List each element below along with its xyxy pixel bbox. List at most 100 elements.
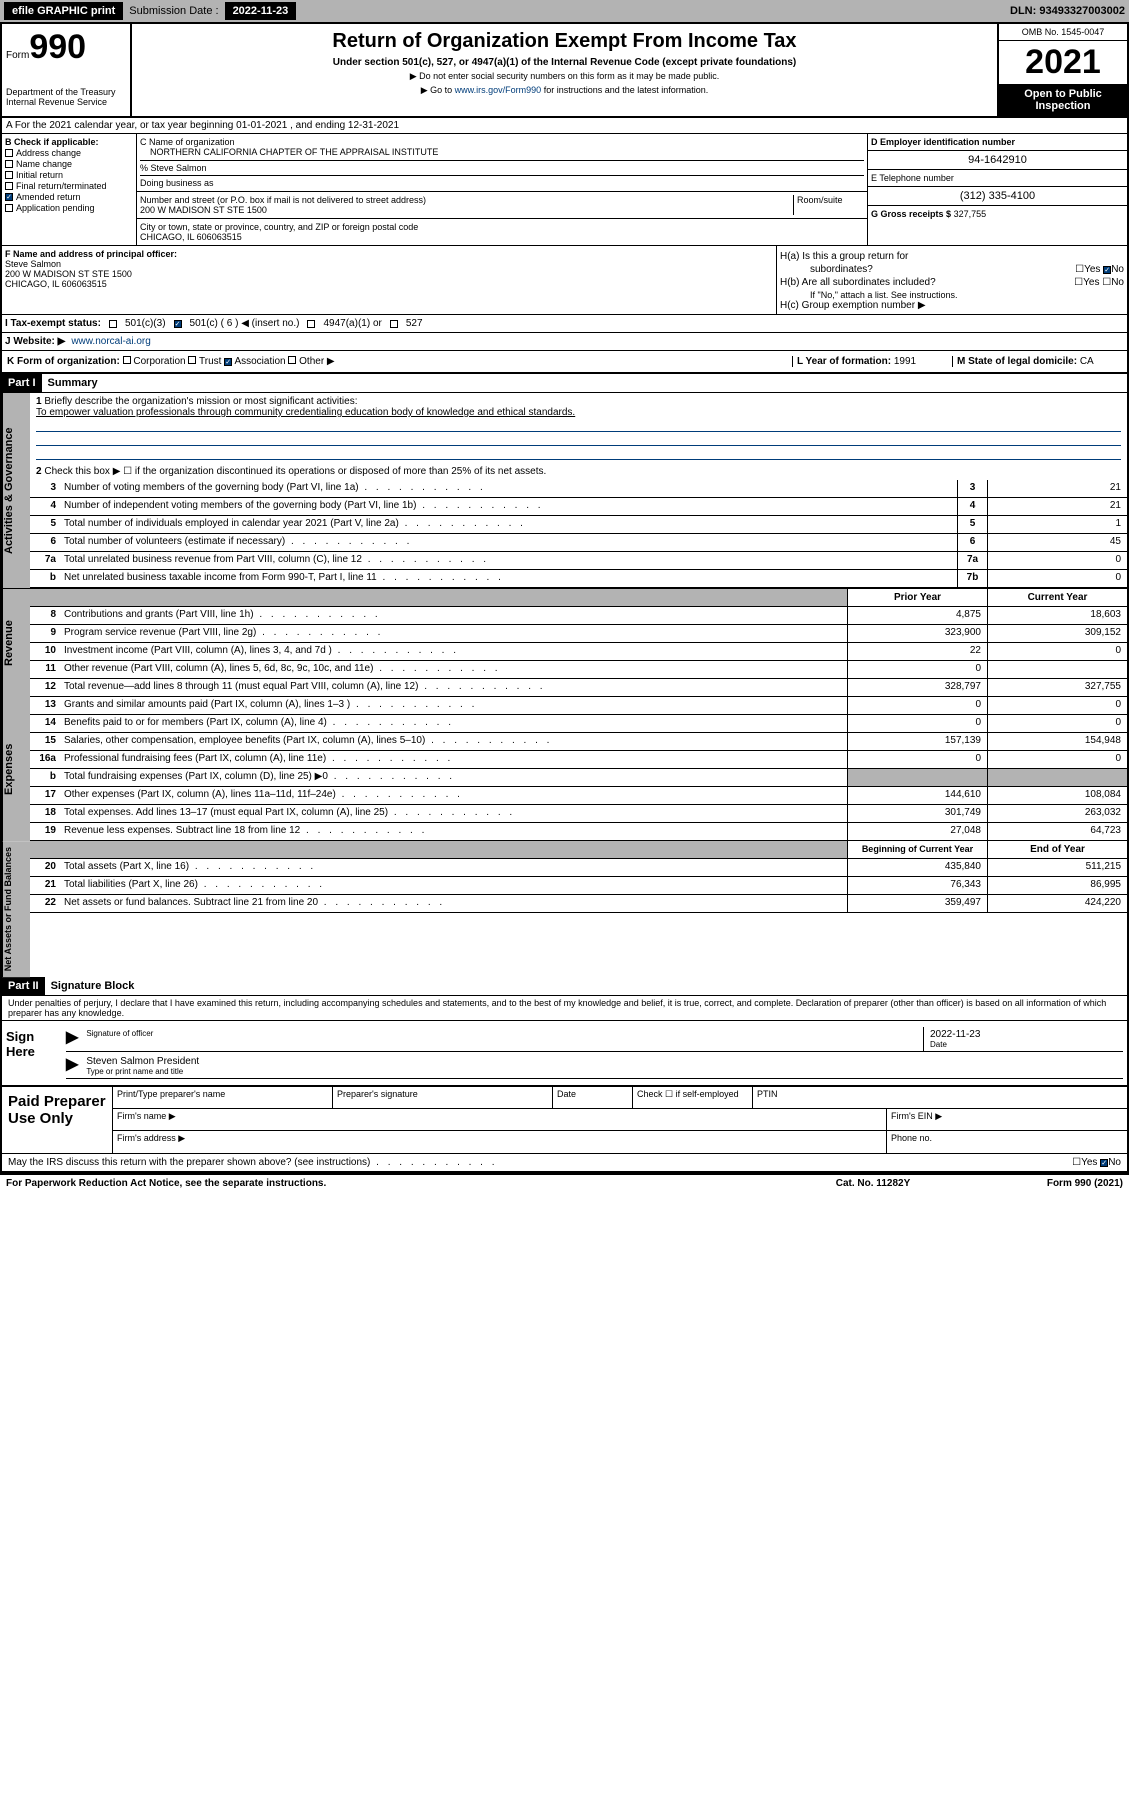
preparer-section: Paid Preparer Use Only Print/Type prepar… [2, 1085, 1127, 1153]
curr-val: 108,084 [987, 787, 1127, 804]
summary-row: 5Total number of individuals employed in… [30, 516, 1127, 534]
efile-button[interactable]: efile GRAPHIC print [4, 2, 123, 20]
officer-sig[interactable]: Signature of officer [84, 1027, 923, 1051]
row-text: Total unrelated business revenue from Pa… [60, 552, 957, 569]
row-num: 12 [30, 679, 60, 696]
prep-date[interactable]: Date [553, 1087, 633, 1108]
checkbox-icon[interactable] [5, 171, 13, 179]
row-i: I Tax-exempt status: 501(c)(3) ✓501(c) (… [2, 315, 1127, 333]
data-row: 14Benefits paid to or for members (Part … [30, 715, 1127, 733]
row-text: Net assets or fund balances. Subtract li… [60, 895, 847, 912]
data-row: 22Net assets or fund balances. Subtract … [30, 895, 1127, 913]
sig-date-val: 2022-11-23 [930, 1029, 1117, 1040]
data-row: 9Program service revenue (Part VIII, lin… [30, 625, 1127, 643]
pub2: Inspection [1003, 100, 1123, 112]
chk-assoc[interactable]: ✓ [224, 358, 232, 366]
dba-lbl: Doing business as [140, 175, 864, 188]
no-check-icon[interactable]: ✓ [1100, 1159, 1108, 1167]
form-container: Form990 Department of the Treasury Inter… [0, 22, 1129, 1173]
curr-val: 263,032 [987, 805, 1127, 822]
row-text: Grants and similar amounts paid (Part IX… [60, 697, 847, 714]
checkbox-icon[interactable] [5, 182, 13, 190]
chk-527[interactable] [390, 320, 398, 328]
row-k: K Form of organization: Corporation Trus… [2, 351, 1127, 374]
summary-row: bNet unrelated business taxable income f… [30, 570, 1127, 588]
row-text: Total expenses. Add lines 13–17 (must eq… [60, 805, 847, 822]
checkbox-icon[interactable] [5, 160, 13, 168]
ko1: Corporation [133, 356, 185, 367]
row-val: 45 [987, 534, 1127, 551]
prior-val: 0 [847, 751, 987, 768]
curr-val: 0 [987, 697, 1127, 714]
o2: 501(c) ( 6 ) ◀ (insert no.) [190, 318, 300, 329]
ha-yn: ☐Yes ✓No [1075, 264, 1124, 275]
row-text: Net unrelated business taxable income fr… [60, 570, 957, 587]
blank-line [36, 446, 1121, 460]
prior-val: 27,048 [847, 823, 987, 840]
paperwork: For Paperwork Reduction Act Notice, see … [6, 1178, 773, 1189]
curr-val: 0 [987, 751, 1127, 768]
checkbox-checked-icon[interactable]: ✓ [5, 193, 13, 201]
website-link[interactable]: www.norcal-ai.org [71, 336, 150, 347]
chk-501c3[interactable] [109, 320, 117, 328]
prep-sig[interactable]: Preparer's signature [333, 1087, 553, 1108]
prior-val: 76,343 [847, 877, 987, 894]
side-expenses: Expenses [2, 697, 30, 841]
data-row: bTotal fundraising expenses (Part IX, co… [30, 769, 1127, 787]
k-l-col: L Year of formation: 1991 [792, 356, 952, 367]
irs-link[interactable]: www.irs.gov/Form990 [455, 85, 542, 95]
preparer-fields: Print/Type preparer's name Preparer's si… [112, 1087, 1127, 1153]
row-j: J Website: ▶ www.norcal-ai.org [2, 333, 1127, 351]
dln-text: DLN: 93493327003002 [1010, 5, 1125, 17]
chk-addr: Address change [5, 148, 133, 158]
sig-date-lbl: Date [930, 1040, 1117, 1049]
sign-fields: ▶ Signature of officer 2022-11-23 Date ▶… [62, 1021, 1127, 1085]
chk-trust[interactable] [188, 356, 196, 364]
firm-addr[interactable]: Firm's address ▶ [113, 1131, 887, 1153]
sub-date-button[interactable]: 2022-11-23 [225, 2, 297, 20]
sub-label: Submission Date : [129, 5, 218, 17]
hb-lbl: H(b) Are all subordinates included? [780, 277, 936, 288]
row-num: 6 [30, 534, 60, 551]
header-center: Return of Organization Exempt From Incom… [132, 24, 997, 116]
chk-4947[interactable] [307, 320, 315, 328]
col-f: F Name and address of principal officer:… [2, 246, 777, 314]
no-check-icon[interactable]: ✓ [1103, 266, 1111, 274]
data-row: 15Salaries, other compensation, employee… [30, 733, 1127, 751]
row-num: 21 [30, 877, 60, 894]
row-text: Professional fundraising fees (Part IX, … [60, 751, 847, 768]
row-num: 14 [30, 715, 60, 732]
chk-other[interactable] [288, 356, 296, 364]
part2-header: Part II Signature Block [2, 977, 1127, 996]
row-text: Number of voting members of the governin… [60, 480, 957, 497]
g-val: 327,755 [954, 209, 987, 219]
data-row: 16aProfessional fundraising fees (Part I… [30, 751, 1127, 769]
col-c: C Name of organization NORTHERN CALIFORN… [137, 134, 867, 245]
checkbox-icon[interactable] [5, 149, 13, 157]
summary-row: 6Total number of volunteers (estimate if… [30, 534, 1127, 552]
firm-ein[interactable]: Firm's EIN ▶ [887, 1109, 1127, 1130]
cat-no: Cat. No. 11282Y [773, 1178, 973, 1189]
curr-val: 86,995 [987, 877, 1127, 894]
row-box: 3 [957, 480, 987, 497]
checkbox-icon[interactable] [5, 204, 13, 212]
addr-block: Number and street (or P.O. box if mail i… [137, 192, 867, 219]
curr-val: 309,152 [987, 625, 1127, 642]
prior-val: 323,900 [847, 625, 987, 642]
chk-501c[interactable]: ✓ [174, 320, 182, 328]
firm-name[interactable]: Firm's name ▶ [113, 1109, 887, 1130]
ptin[interactable]: PTIN [753, 1087, 1127, 1108]
c-name: NORTHERN CALIFORNIA CHAPTER OF THE APPRA… [140, 147, 864, 157]
chk-corp[interactable] [123, 356, 131, 364]
curr-val: 0 [987, 715, 1127, 732]
irs-text: Internal Revenue Service [6, 97, 126, 107]
prior-val: 435,840 [847, 859, 987, 876]
i-lbl: I Tax-exempt status: [5, 318, 101, 329]
phone[interactable]: Phone no. [887, 1131, 1127, 1153]
prep-name[interactable]: Print/Type preparer's name [113, 1087, 333, 1108]
col-b: B Check if applicable: Address change Na… [2, 134, 137, 245]
pub1: Open to Public [1003, 88, 1123, 100]
self-emp[interactable]: Check ☐ if self-employed [633, 1087, 753, 1108]
prior-val: 301,749 [847, 805, 987, 822]
data-row: 8Contributions and grants (Part VIII, li… [30, 607, 1127, 625]
